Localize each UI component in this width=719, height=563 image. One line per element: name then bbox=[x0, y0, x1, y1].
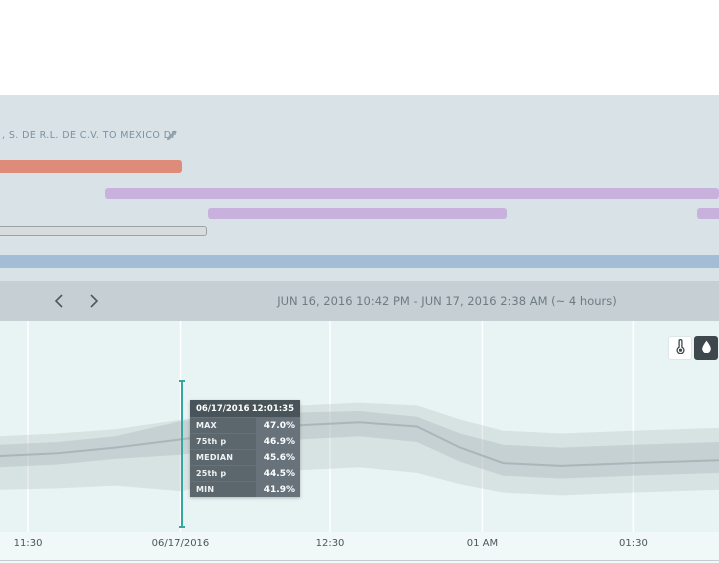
segment-blue[interactable] bbox=[0, 255, 719, 268]
segment-purple-1[interactable] bbox=[105, 188, 719, 199]
tooltip-row-label: MIN bbox=[196, 485, 215, 494]
metric-toggles bbox=[668, 336, 718, 360]
tooltip-date: 06/17/2016 bbox=[196, 403, 250, 414]
segment-gray[interactable] bbox=[0, 226, 207, 236]
temperature-toggle-button[interactable] bbox=[668, 336, 692, 360]
thermometer-icon bbox=[674, 339, 687, 357]
crosshair-line bbox=[178, 380, 185, 528]
tooltip-time: 12:01:35 bbox=[251, 403, 294, 414]
chevron-left-icon bbox=[54, 293, 64, 312]
time-range-label: JUN 16, 2016 10:42 PM - JUN 17, 2016 2:3… bbox=[277, 294, 617, 308]
chart-section: 06/17/2016 12:01:35 MAX 47.0% 75th p 46.… bbox=[0, 321, 719, 563]
tooltip-row: MAX 47.0% bbox=[190, 417, 300, 433]
chevron-right-icon bbox=[89, 293, 99, 312]
tooltip-row-label: MEDIAN bbox=[196, 453, 234, 462]
tooltip-row-value: 44.5% bbox=[256, 466, 300, 481]
x-axis-label: 06/17/2016 bbox=[151, 538, 210, 549]
tooltip-row-label: 25th p bbox=[196, 469, 227, 478]
tooltip-row: 25th p 44.5% bbox=[190, 465, 300, 481]
next-range-button[interactable] bbox=[83, 292, 105, 312]
segment-purple-3[interactable] bbox=[697, 208, 719, 219]
tooltip-row-label: 75th p bbox=[196, 437, 227, 446]
edit-title-button[interactable] bbox=[162, 127, 182, 145]
shipment-title: , S. DE R.L. DE C.V. TO MEXICO DF bbox=[2, 130, 178, 141]
segment-purple-2[interactable] bbox=[208, 208, 507, 219]
previous-range-button[interactable] bbox=[48, 292, 70, 312]
tooltip-row-value: 45.6% bbox=[256, 450, 300, 465]
shipment-title-row: , S. DE R.L. DE C.V. TO MEXICO DF bbox=[0, 127, 719, 145]
tooltip-row-value: 47.0% bbox=[256, 418, 300, 433]
tooltip-row-label: MAX bbox=[196, 421, 217, 430]
droplet-icon bbox=[701, 340, 712, 356]
humidity-toggle-button[interactable] bbox=[694, 336, 718, 360]
x-axis-label: 11:30 bbox=[13, 538, 43, 549]
tooltip-row-value: 41.9% bbox=[256, 482, 300, 497]
tooltip-row: MEDIAN 45.6% bbox=[190, 449, 300, 465]
humidity-chart-plot[interactable] bbox=[0, 321, 719, 532]
tooltip-row-value: 46.9% bbox=[256, 434, 300, 449]
percentile-chart-svg bbox=[0, 321, 719, 532]
time-range-bar: JUN 16, 2016 10:42 PM - JUN 17, 2016 2:3… bbox=[0, 281, 719, 321]
chart-tooltip: 06/17/2016 12:01:35 MAX 47.0% 75th p 46.… bbox=[190, 400, 300, 497]
pencil-icon bbox=[166, 128, 179, 144]
tooltip-header: 06/17/2016 12:01:35 bbox=[190, 400, 300, 417]
segment-red[interactable] bbox=[0, 160, 182, 173]
x-axis-label: 01 AM bbox=[466, 538, 499, 549]
tooltip-row: 75th p 46.9% bbox=[190, 433, 300, 449]
tooltip-row: MIN 41.9% bbox=[190, 481, 300, 497]
x-axis-label: 12:30 bbox=[315, 538, 345, 549]
x-axis: 11:30 06/17/2016 12:30 01 AM 01:30 bbox=[0, 532, 719, 560]
bottom-divider bbox=[0, 560, 719, 561]
x-axis-label: 01:30 bbox=[619, 538, 648, 549]
